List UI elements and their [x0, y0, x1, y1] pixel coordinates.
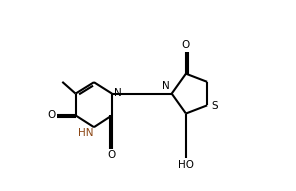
Text: N: N [163, 81, 170, 91]
Text: O: O [108, 151, 116, 160]
Text: N: N [115, 88, 122, 98]
Text: O: O [182, 40, 190, 50]
Text: HO: HO [178, 160, 194, 170]
Text: S: S [211, 101, 218, 111]
Text: HN: HN [78, 128, 93, 138]
Text: O: O [47, 110, 55, 120]
